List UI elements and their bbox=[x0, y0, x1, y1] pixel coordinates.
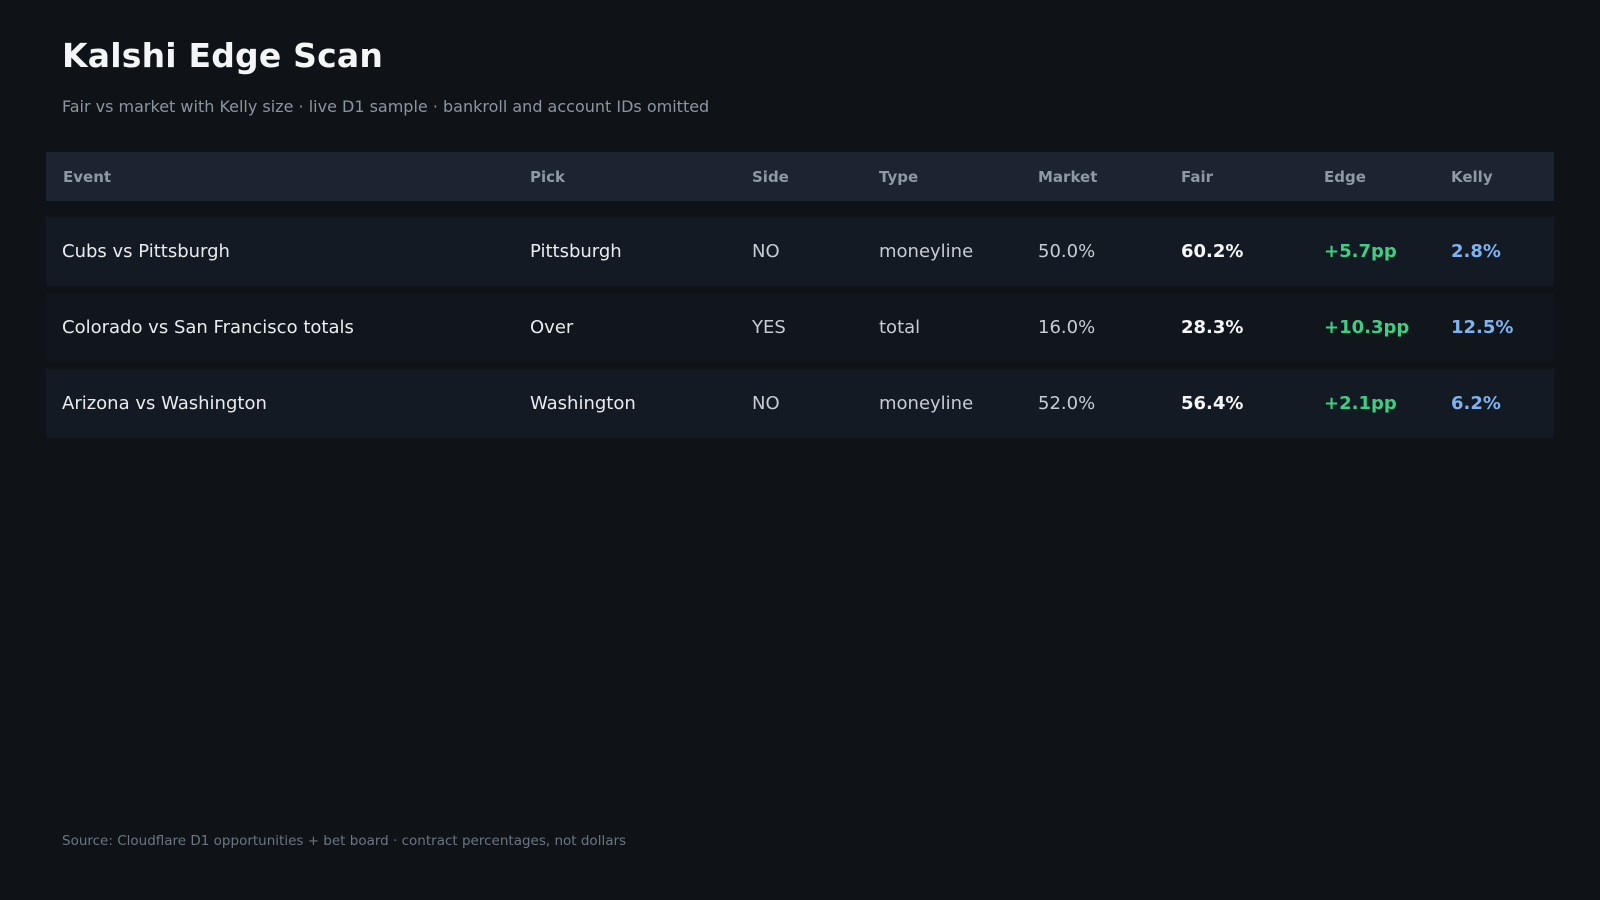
cell-edge: +5.7pp bbox=[1324, 241, 1397, 262]
cell-event: Colorado vs San Francisco totals bbox=[62, 317, 354, 338]
cell-type: total bbox=[879, 317, 921, 338]
column-header-kelly[interactable]: Kelly bbox=[1451, 167, 1493, 186]
column-header-market[interactable]: Market bbox=[1038, 167, 1098, 186]
table-row[interactable]: Colorado vs San Francisco totals Over YE… bbox=[46, 293, 1554, 362]
column-header-fair[interactable]: Fair bbox=[1181, 167, 1214, 186]
cell-event: Arizona vs Washington bbox=[62, 393, 267, 414]
cell-market: 16.0% bbox=[1038, 317, 1096, 338]
cell-pick: Washington bbox=[530, 393, 636, 414]
column-header-side[interactable]: Side bbox=[752, 167, 789, 186]
cell-side: NO bbox=[752, 393, 780, 414]
table-header: Event Pick Side Type Market Fair Edge Ke… bbox=[46, 152, 1554, 201]
column-header-pick[interactable]: Pick bbox=[530, 167, 566, 186]
cell-fair: 56.4% bbox=[1181, 393, 1244, 414]
cell-fair: 28.3% bbox=[1181, 317, 1244, 338]
cell-edge: +2.1pp bbox=[1324, 393, 1397, 414]
cell-edge: +10.3pp bbox=[1324, 317, 1410, 338]
cell-kelly: 6.2% bbox=[1451, 393, 1501, 414]
edge-table: Event Pick Side Type Market Fair Edge Ke… bbox=[46, 152, 1554, 438]
cell-type: moneyline bbox=[879, 241, 974, 262]
cell-pick: Pittsburgh bbox=[530, 241, 622, 262]
cell-side: NO bbox=[752, 241, 780, 262]
page-title: Kalshi Edge Scan bbox=[62, 36, 384, 75]
cell-side: YES bbox=[752, 317, 786, 338]
column-header-type[interactable]: Type bbox=[879, 167, 919, 186]
column-header-edge[interactable]: Edge bbox=[1324, 167, 1366, 186]
cell-event: Cubs vs Pittsburgh bbox=[62, 241, 230, 262]
table-row[interactable]: Arizona vs Washington Washington NO mone… bbox=[46, 369, 1554, 438]
cell-market: 50.0% bbox=[1038, 241, 1096, 262]
page-subtitle: Fair vs market with Kelly size · live D1… bbox=[62, 97, 710, 116]
cell-kelly: 12.5% bbox=[1451, 317, 1514, 338]
cell-pick: Over bbox=[530, 317, 574, 338]
column-header-event[interactable]: Event bbox=[63, 167, 112, 186]
cell-fair: 60.2% bbox=[1181, 241, 1244, 262]
source-footnote: Source: Cloudflare D1 opportunities + be… bbox=[62, 833, 627, 849]
cell-type: moneyline bbox=[879, 393, 974, 414]
table-row[interactable]: Cubs vs Pittsburgh Pittsburgh NO moneyli… bbox=[46, 217, 1554, 286]
cell-kelly: 2.8% bbox=[1451, 241, 1501, 262]
cell-market: 52.0% bbox=[1038, 393, 1096, 414]
